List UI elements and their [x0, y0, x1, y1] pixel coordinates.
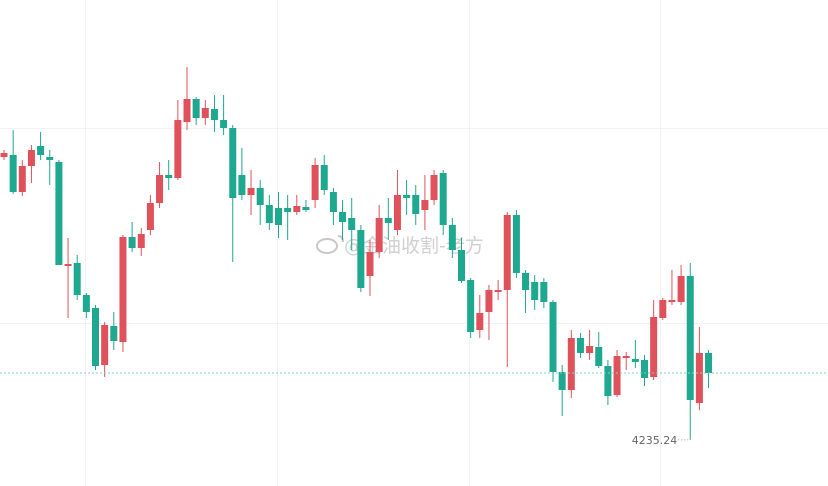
candle-body [192, 99, 200, 118]
candle-body [595, 347, 603, 366]
candle-body [705, 353, 713, 373]
candle-body [46, 157, 54, 160]
candle-body [229, 128, 237, 198]
candle-body [247, 188, 255, 195]
candle-body [119, 237, 127, 342]
candle-body [329, 192, 337, 212]
candle-body [27, 150, 35, 166]
candle-body [659, 300, 667, 318]
candle-body [467, 280, 475, 332]
candle-body [137, 234, 145, 248]
candle-body [494, 290, 502, 292]
candle-body [695, 353, 703, 403]
candle-body [82, 295, 90, 312]
candle-body [92, 308, 99, 366]
candle-body [375, 218, 383, 252]
candle-body [146, 203, 154, 230]
candle-body [220, 120, 228, 128]
candle-body [320, 165, 328, 190]
watermark-logo [316, 235, 344, 254]
candle-body [357, 230, 365, 288]
candle-body [284, 208, 292, 212]
candle-body [485, 290, 493, 312]
candle-body [686, 276, 694, 400]
candle-body [183, 99, 191, 122]
candle-body [302, 207, 310, 210]
candle-body [412, 195, 420, 214]
candle-body [522, 273, 530, 290]
candle-body [348, 218, 356, 230]
candle-body [512, 215, 520, 273]
candle-body [366, 252, 374, 276]
candle-body [439, 173, 447, 225]
candle-body [128, 237, 136, 248]
candle-body [238, 175, 246, 195]
candle-body [384, 218, 392, 223]
candle-body [403, 195, 411, 198]
candle-body [64, 264, 72, 266]
candle-body [567, 338, 575, 390]
candle-body [576, 338, 584, 353]
candle-body [631, 359, 639, 362]
candle-body [110, 326, 118, 341]
candle-body [18, 166, 26, 192]
candle-body [458, 250, 465, 281]
candle-body [503, 215, 511, 290]
candle-body [448, 225, 456, 250]
candle-body [668, 300, 676, 302]
candle-body [677, 276, 685, 302]
candle-body [641, 360, 648, 378]
candle-body [586, 346, 594, 353]
candle-body [650, 317, 658, 377]
candle-body [37, 146, 45, 155]
candle-body [0, 153, 8, 157]
candle-body [293, 206, 301, 212]
candle-body [421, 200, 429, 210]
candle-body [201, 108, 209, 118]
candle-body [9, 155, 17, 192]
candle-body [430, 175, 438, 200]
candle-body [531, 282, 539, 300]
candle-body [393, 195, 401, 230]
candle-body [613, 356, 621, 395]
candle-body [275, 208, 282, 225]
candle-body [101, 325, 109, 365]
candle-body [549, 302, 557, 372]
candle-body [339, 212, 347, 222]
candle-body [256, 188, 264, 205]
candle-body [604, 366, 612, 396]
candle-body [55, 162, 63, 265]
candle-body [174, 120, 182, 178]
candle-body [540, 282, 548, 302]
candle-body [156, 175, 164, 203]
candle-body [73, 263, 81, 295]
candle-body [210, 109, 218, 120]
candle-body [265, 205, 273, 223]
candle-body [558, 372, 566, 390]
candle-body [476, 313, 484, 330]
low-label: 4235.24 [632, 434, 678, 447]
candle-body [622, 356, 630, 358]
candle-body [165, 175, 173, 178]
candle-body [311, 165, 319, 200]
